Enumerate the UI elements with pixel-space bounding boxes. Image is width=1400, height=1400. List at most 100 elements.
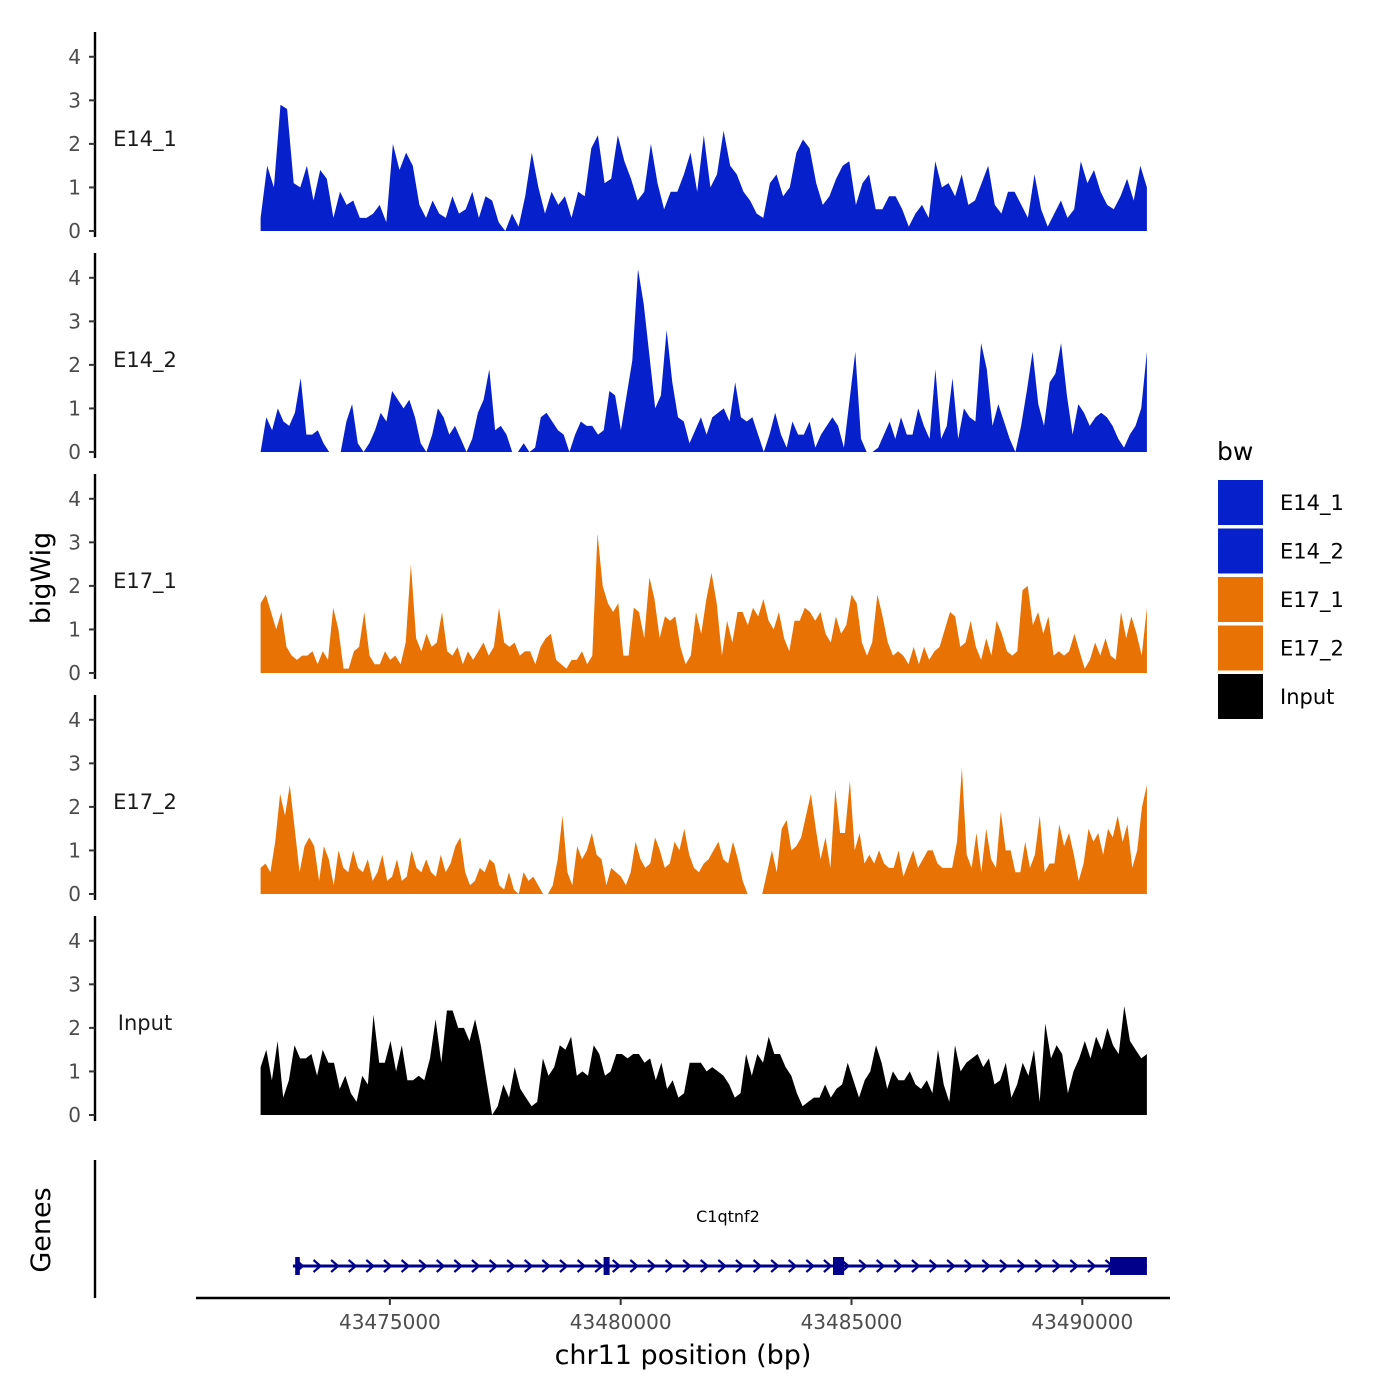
y-tick-label: 2 <box>68 353 81 377</box>
strand-arrow <box>823 1259 833 1273</box>
strand-arrow <box>418 1259 428 1273</box>
y-tick-label: 4 <box>68 45 81 69</box>
strand-arrow <box>805 1259 815 1273</box>
y-tick-label: 0 <box>68 882 81 906</box>
legend-swatch <box>1218 528 1263 574</box>
track-panel-e14-1: 0 1 2 3 4 E14_1 <box>68 32 1147 243</box>
gene-name-label: C1qtnf2 <box>696 1207 760 1226</box>
strand-arrow <box>1087 1259 1097 1273</box>
y-tick-label: 1 <box>68 1059 81 1083</box>
y-tick-label: 2 <box>68 1016 81 1040</box>
strand-arrow <box>981 1259 991 1273</box>
legend-label: E17_1 <box>1280 588 1344 613</box>
track-label: E14_1 <box>113 127 177 152</box>
legend-label: E14_2 <box>1280 540 1344 565</box>
strand-arrow <box>1034 1259 1044 1273</box>
track-panel-e14-2: 0 1 2 3 4 E14_2 <box>68 253 1147 464</box>
signal-area-input <box>260 1006 1147 1115</box>
strand-arrow <box>312 1259 323 1273</box>
x-tick-label: 43485000 <box>801 1310 903 1334</box>
strand-arrow <box>682 1259 692 1273</box>
strand-arrow <box>893 1259 903 1273</box>
x-tick-label: 43490000 <box>1031 1310 1133 1334</box>
y-tick-label: 4 <box>68 708 81 732</box>
strand-arrow <box>1016 1259 1027 1273</box>
y-tick-label: 0 <box>68 661 81 685</box>
strand-arrow <box>435 1259 446 1273</box>
y-axis-title: bigWig <box>26 532 57 625</box>
strand-arrow <box>330 1259 340 1273</box>
strand-arrow <box>1051 1259 1062 1273</box>
strand-arrow <box>541 1259 551 1273</box>
strand-arrow <box>770 1259 780 1273</box>
y-tick-label: 2 <box>68 574 81 598</box>
y-tick-label: 4 <box>68 266 81 290</box>
legend-item-e17-1: E17_1 <box>1218 577 1344 622</box>
strand-arrow <box>963 1259 974 1273</box>
track-panel-e17-1: 0 1 2 3 4 E17_1 <box>68 474 1147 685</box>
strand-arrow <box>717 1259 727 1273</box>
signal-area-e14-2 <box>260 269 1147 452</box>
y-tick-label: 0 <box>68 440 81 464</box>
signal-area-e17-1 <box>260 533 1147 673</box>
strand-arrow <box>999 1259 1009 1273</box>
strand-arrow <box>559 1259 569 1273</box>
exon <box>833 1257 845 1275</box>
legend-label: Input <box>1280 685 1334 709</box>
strand-arrow <box>400 1259 411 1273</box>
strand-arrow <box>471 1259 481 1273</box>
strand-arrow <box>576 1259 587 1273</box>
x-axis: 43475000 43480000 43485000 43490000 <box>196 1296 1170 1334</box>
x-tick-label: 43480000 <box>570 1310 672 1334</box>
legend-item-e14-1: E14_1 <box>1218 480 1344 525</box>
genes-axis-title: Genes <box>26 1187 57 1272</box>
exon <box>1110 1257 1147 1275</box>
signal-area-e14-1 <box>260 104 1147 231</box>
strand-arrow <box>664 1259 675 1273</box>
strand-arrow <box>506 1259 516 1273</box>
strand-arrow <box>752 1259 763 1273</box>
y-tick-label: 2 <box>68 132 81 156</box>
gene-panel: C1qtnf2 <box>93 1160 1147 1298</box>
track-label: E17_1 <box>113 569 177 594</box>
strand-arrow <box>928 1259 939 1273</box>
legend-item-input: Input <box>1218 674 1334 719</box>
track-panel-e17-2: 0 1 2 3 4 E17_2 <box>68 695 1147 906</box>
signal-area-e17-2 <box>260 767 1147 894</box>
legend-swatch <box>1218 674 1263 719</box>
exon <box>295 1257 300 1275</box>
y-tick-label: 4 <box>68 929 81 953</box>
strand-arrow <box>453 1259 463 1273</box>
y-tick-label: 3 <box>68 530 81 554</box>
y-tick-label: 3 <box>68 751 81 775</box>
strand-arrow <box>735 1259 745 1273</box>
exon <box>603 1257 610 1275</box>
legend-label: E17_2 <box>1280 637 1344 662</box>
y-tick-label: 1 <box>68 838 81 862</box>
strand-arrow <box>594 1259 604 1273</box>
strand-arrow <box>523 1259 534 1273</box>
legend-title: bw <box>1217 437 1253 466</box>
y-tick-label: 0 <box>68 1103 81 1127</box>
legend-swatch <box>1218 625 1263 671</box>
y-tick-label: 3 <box>68 88 81 112</box>
track-label: E17_2 <box>113 790 177 815</box>
legend-swatch <box>1218 577 1263 622</box>
legend-swatch <box>1218 480 1263 525</box>
strand-arrow <box>787 1259 798 1273</box>
y-tick-label: 4 <box>68 487 81 511</box>
y-tick-label: 1 <box>68 617 81 641</box>
strand-arrow <box>647 1259 657 1273</box>
strand-arrow <box>365 1259 375 1273</box>
track-label: E14_2 <box>113 348 177 373</box>
y-tick-label: 1 <box>68 396 81 420</box>
y-tick-label: 3 <box>68 309 81 333</box>
strand-arrow <box>946 1259 956 1273</box>
strand-arrow <box>1069 1259 1079 1273</box>
strand-arrow <box>629 1259 639 1273</box>
strand-arrow <box>611 1259 622 1273</box>
legend-item-e14-2: E14_2 <box>1218 528 1344 574</box>
track-panel-input: 0 1 2 3 4 Input <box>68 916 1147 1127</box>
y-tick-label: 3 <box>68 972 81 996</box>
